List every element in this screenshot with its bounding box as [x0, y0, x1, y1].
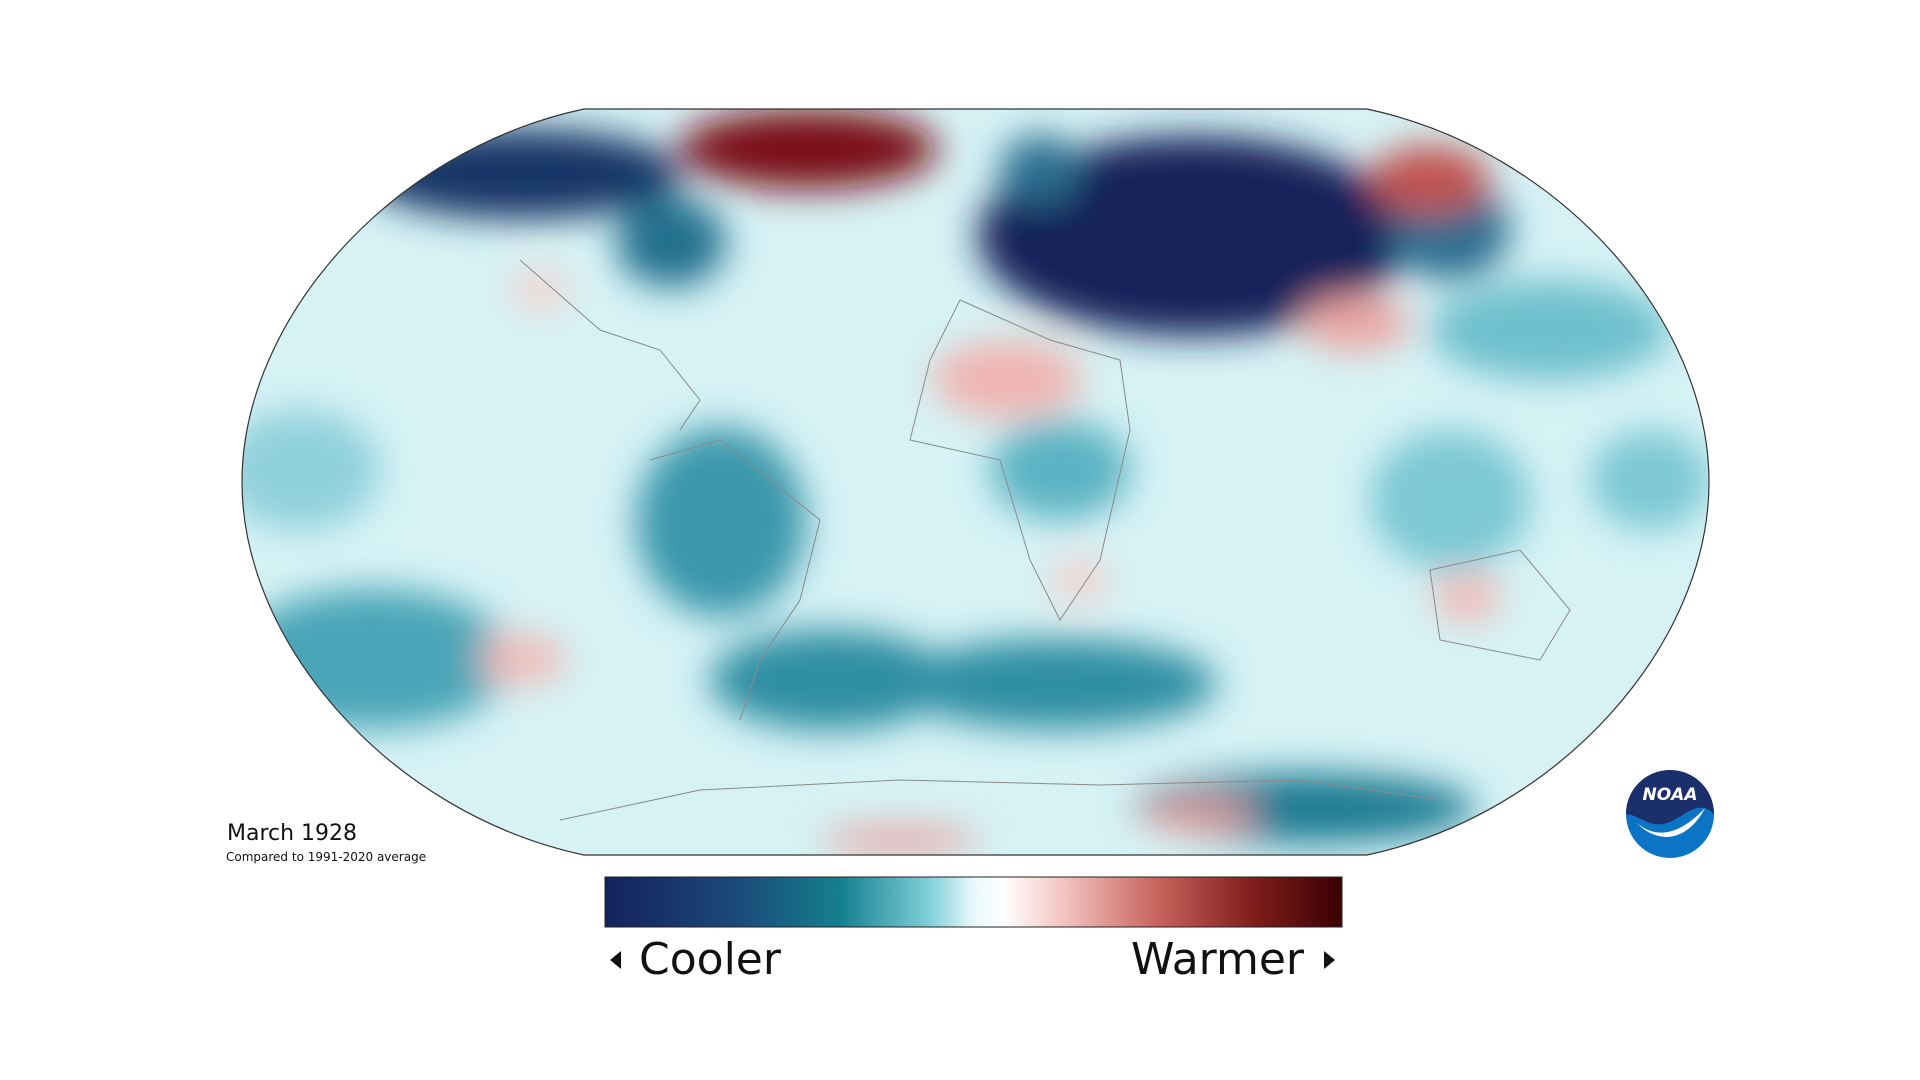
map-border [241, 108, 1710, 856]
cooler-label: Cooler [639, 934, 782, 985]
warmer-arrow [1324, 951, 1335, 969]
coastlines [519, 259, 1571, 821]
noaa-logo: NOAA [1626, 770, 1714, 858]
map-subtitle: Compared to 1991-2020 average [226, 850, 426, 864]
map-title: March 1928 [227, 821, 357, 846]
logo-text: NOAA [1643, 785, 1698, 805]
anomaly-map [242, 109, 1709, 855]
color-scale [604, 876, 1343, 928]
cooler-arrow [610, 951, 621, 969]
warmer-label: Warmer [1131, 934, 1305, 985]
